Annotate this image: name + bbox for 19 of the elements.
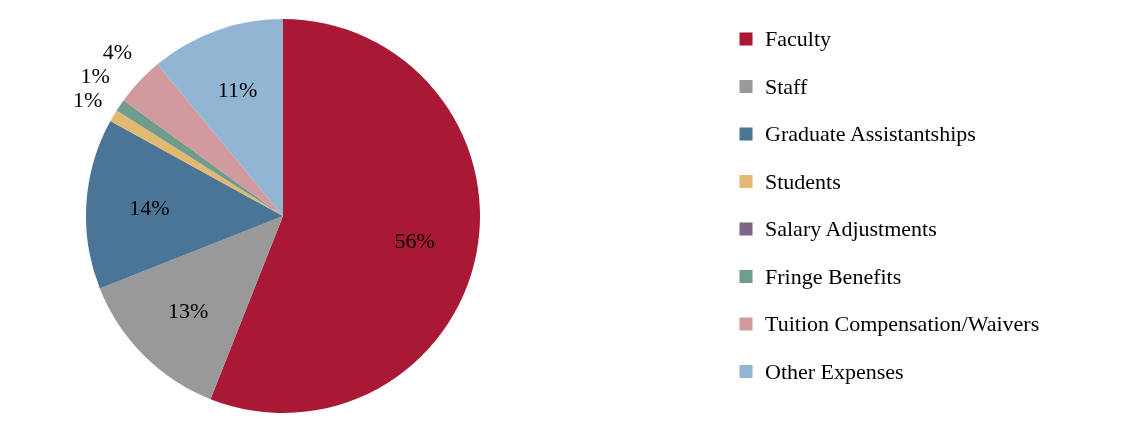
pie-slice <box>123 64 283 216</box>
legend-label: Faculty <box>765 26 831 51</box>
legend-label: Salary Adjustments <box>765 216 937 241</box>
data-label: 1% <box>80 63 110 89</box>
data-label: 13% <box>168 297 209 323</box>
pie-slice <box>210 19 480 413</box>
data-label: 1% <box>72 87 103 113</box>
legend-label: Other Expenses <box>765 358 904 384</box>
data-label: 56% <box>394 228 435 254</box>
legend-label: Staff <box>765 73 809 99</box>
legend-label: Fringe Benefits <box>765 263 902 289</box>
pie-slice <box>86 121 283 289</box>
data-label: 14% <box>129 194 170 220</box>
pie-slice <box>99 216 283 400</box>
legend-label: Students <box>765 168 841 194</box>
data-label: 4% <box>102 39 133 65</box>
legend-label: Graduate Assistantships <box>765 121 976 146</box>
data-label: 11% <box>217 76 258 102</box>
legend-label: Tuition Compensation/Waivers <box>765 311 1040 336</box>
